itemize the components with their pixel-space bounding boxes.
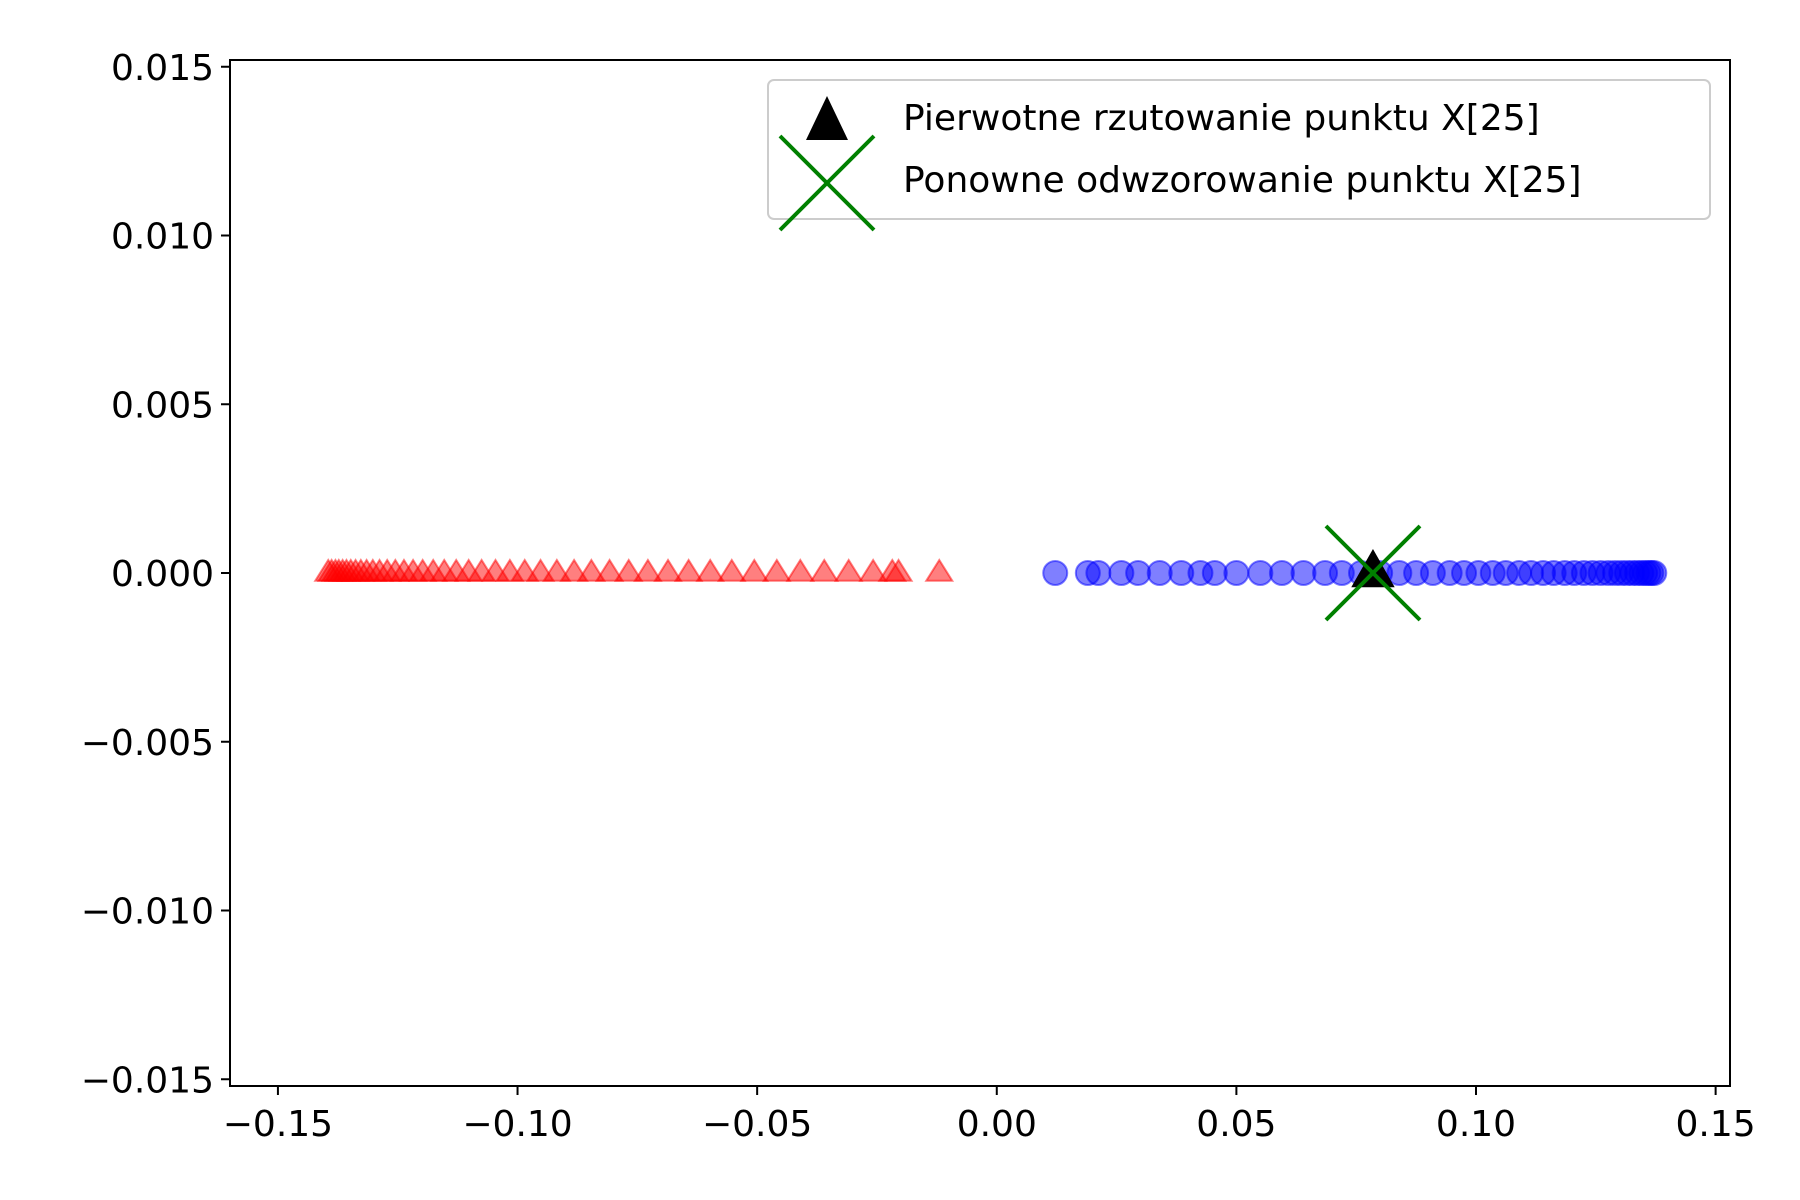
data-point-triangle: [833, 558, 864, 582]
data-point-triangle: [785, 558, 816, 582]
legend-box: [767, 79, 1711, 220]
x-tick-label: 0.05: [1196, 1104, 1276, 1145]
data-point-triangle: [858, 558, 888, 582]
x-tick-label: 0.00: [957, 1104, 1037, 1145]
data-point-triangle: [613, 558, 644, 582]
data-point-triangle: [924, 558, 955, 582]
x-tick-label: −0.05: [702, 1104, 812, 1145]
data-point-triangle: [809, 558, 840, 582]
x-tick-label: −0.10: [462, 1104, 572, 1145]
y-tick-label: 0.015: [111, 48, 214, 89]
data-point-triangle: [695, 558, 725, 582]
data-point-circle: [1247, 560, 1274, 586]
data-point-triangle: [653, 558, 683, 582]
data-point-circle: [1146, 560, 1173, 586]
y-tick-label: −0.015: [81, 1060, 214, 1101]
data-point-triangle: [594, 558, 625, 582]
data-point-circle: [1042, 560, 1069, 586]
x-tick-label: −0.15: [223, 1104, 333, 1145]
data-point-triangle: [633, 558, 663, 582]
data-point-triangle: [739, 558, 770, 582]
legend-label-original-projection: Pierwotne rzutowanie punktu X[25]: [903, 98, 1540, 139]
legend: Pierwotne rzutowanie punktu X[25] Ponown…: [767, 79, 1711, 232]
y-tick-label: −0.010: [81, 892, 214, 933]
data-point-circle: [1268, 560, 1295, 586]
data-point-triangle: [883, 558, 914, 582]
data-point-circle: [1085, 560, 1112, 586]
legend-x-marker: [778, 134, 876, 232]
data-point-x25-projection: [1351, 548, 1395, 588]
data-point-circle: [1223, 560, 1250, 586]
data-point-triangle: [762, 558, 792, 582]
data-point-circle: [1125, 560, 1152, 586]
plot-marks: [313, 524, 1668, 622]
x-tick-label: 0.10: [1436, 1104, 1516, 1145]
y-tick-label: −0.005: [81, 723, 214, 764]
data-point-x25-reprojection: [1324, 524, 1422, 622]
x-axis: −0.15 −0.10 −0.05 0.00 0.05 0.10 0.15: [223, 1086, 1756, 1145]
legend-label-reprojection: Ponowne odwzorowanie punktu X[25]: [903, 160, 1582, 201]
y-tick-label: 0.000: [111, 554, 214, 595]
x-marker-stroke: [1324, 524, 1422, 622]
data-point-circle: [1290, 560, 1317, 586]
y-axis: 0.015 0.010 0.005 0.000 −0.005 −0.010 −0.015: [81, 48, 230, 1101]
x-tick-label: 0.15: [1676, 1104, 1756, 1145]
legend-triangle-marker: [806, 96, 848, 140]
y-tick-label: 0.005: [111, 385, 214, 426]
data-point-circle: [1641, 560, 1668, 586]
data-point-triangle: [576, 558, 607, 582]
y-tick-label: 0.010: [111, 217, 214, 258]
data-point-triangle: [716, 558, 747, 582]
data-point-triangle: [673, 558, 704, 582]
data-point-circle: [1201, 560, 1228, 586]
